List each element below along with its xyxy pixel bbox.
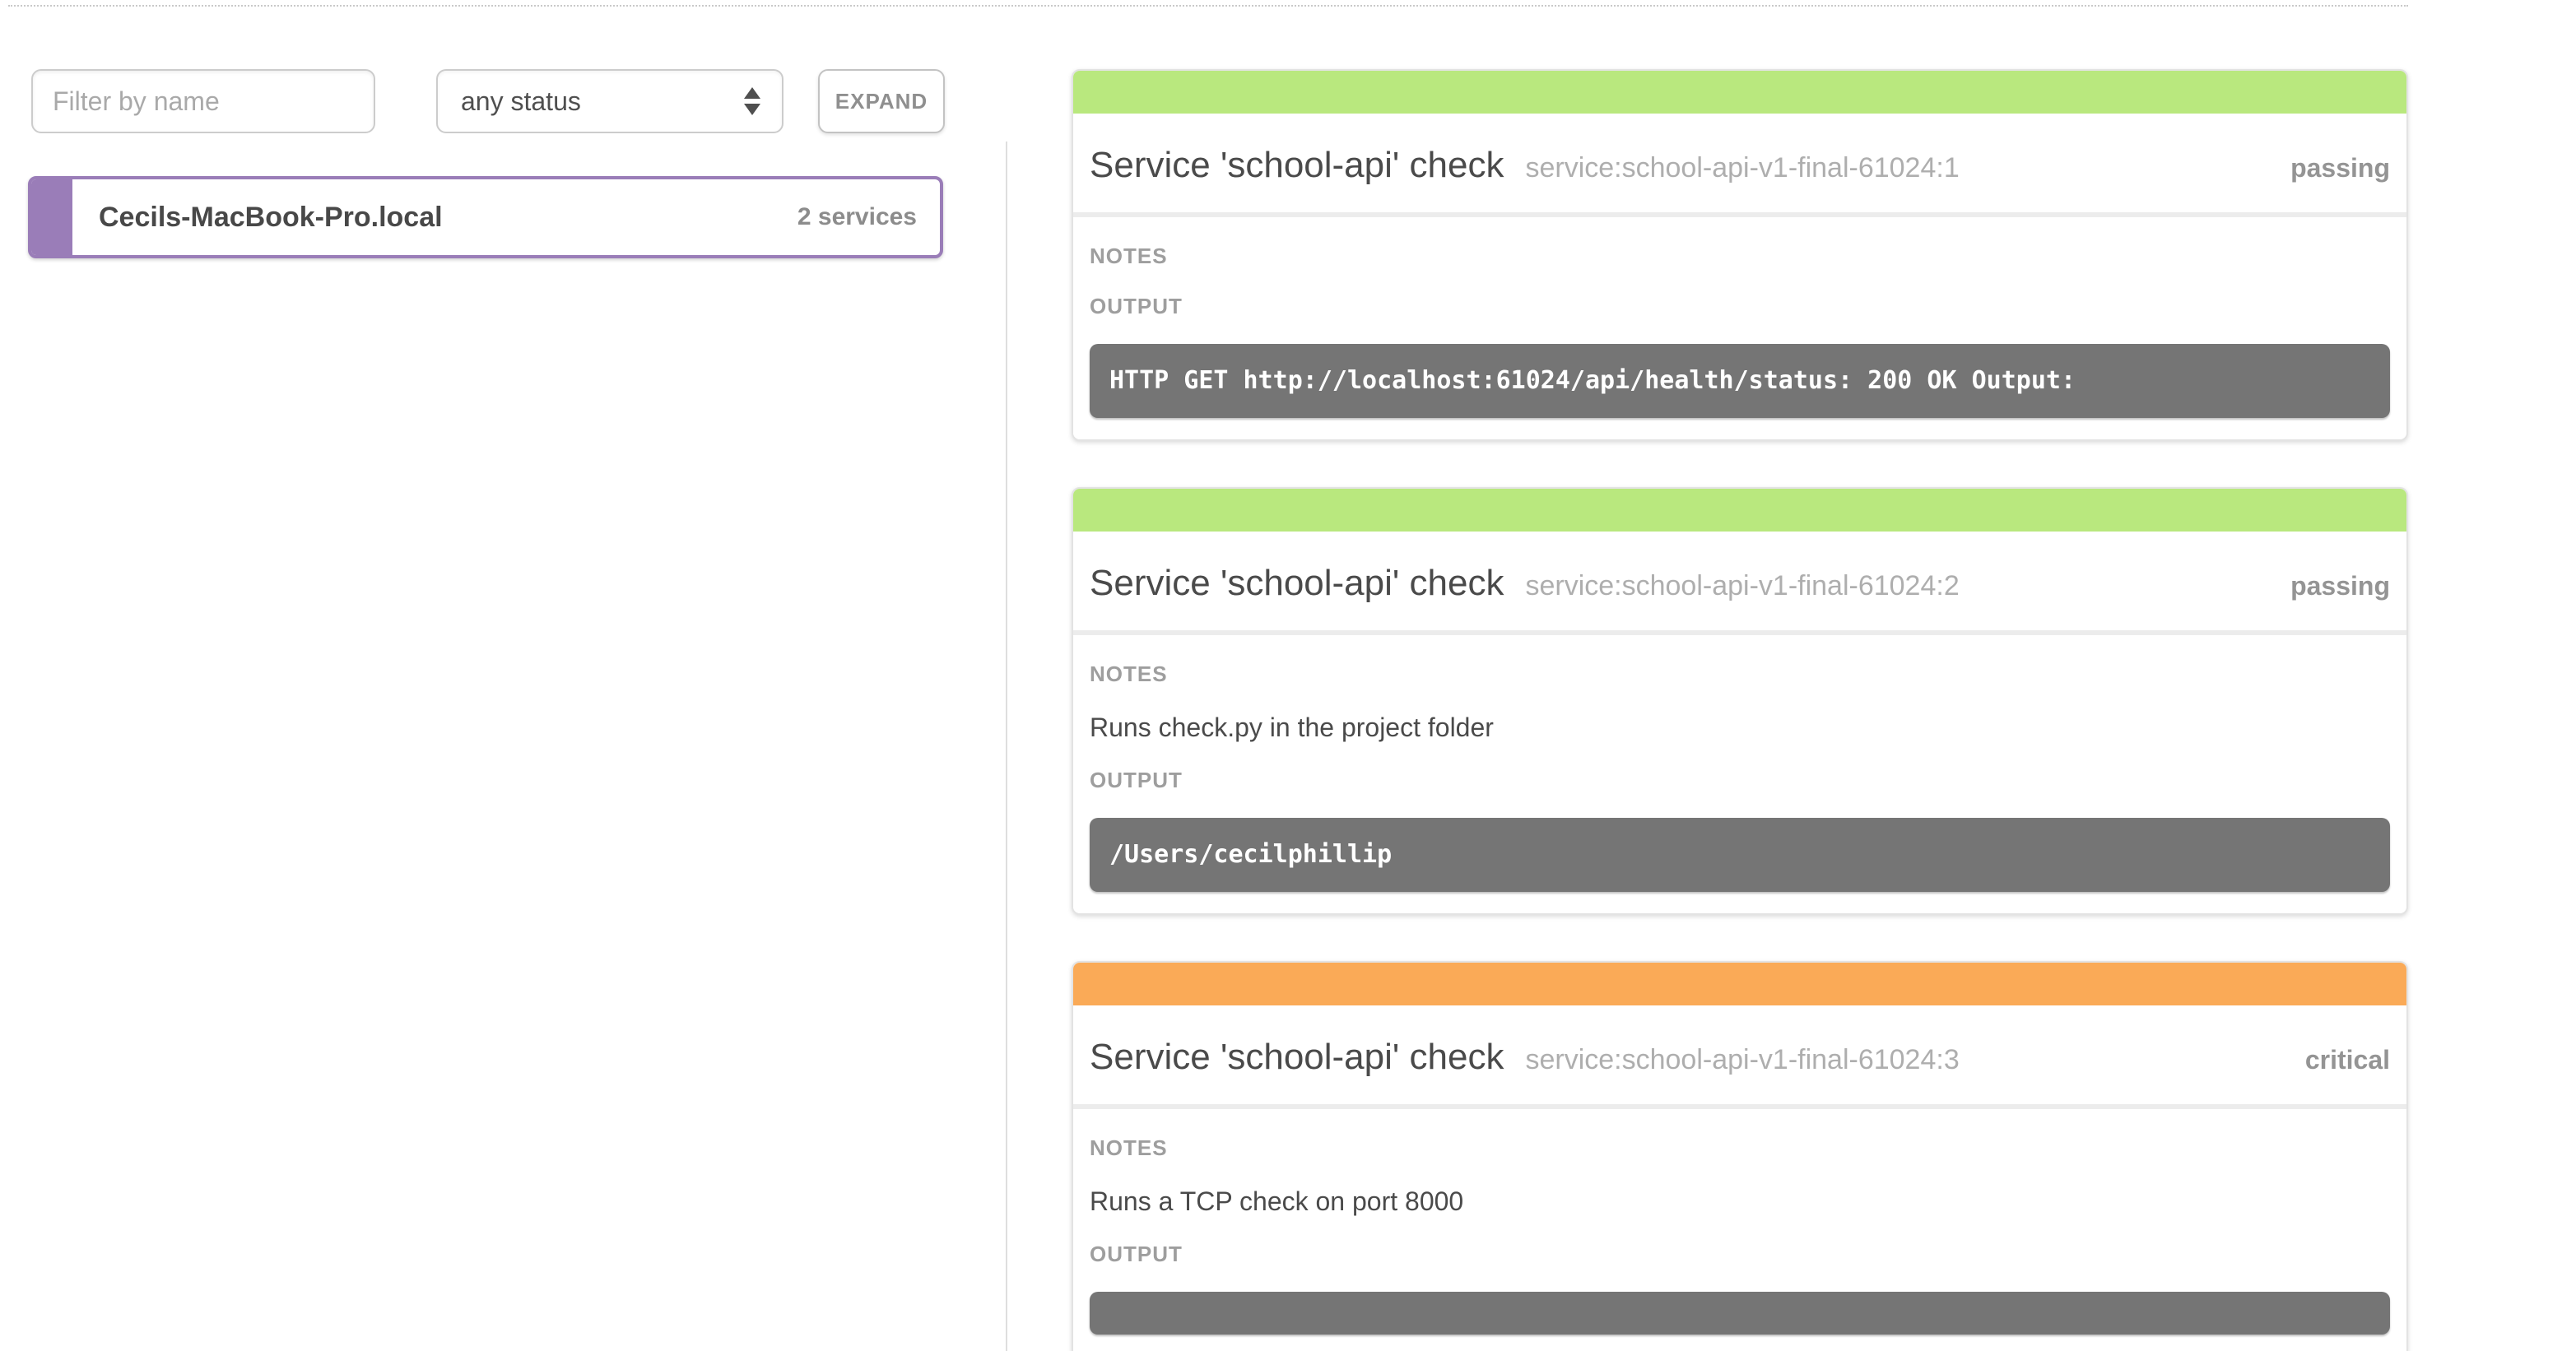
output-label: OUTPUT xyxy=(1090,294,1183,318)
checks-list: Service 'school-api' check service:schoo… xyxy=(1072,69,2408,1351)
check-status-text: passing xyxy=(2290,153,2390,183)
select-arrows-icon xyxy=(744,87,760,115)
notes-label: NOTES xyxy=(1090,244,1168,268)
check-notes: Runs check.py in the project folder xyxy=(1090,713,1494,742)
nodes-sidebar: any status EXPAND Cecils-MacBook-Pro.loc… xyxy=(0,0,1006,1351)
node-list-item[interactable]: Cecils-MacBook-Pro.local 2 services xyxy=(28,176,943,258)
page-top-border xyxy=(8,5,2408,7)
column-divider xyxy=(1006,142,1007,1351)
node-content: Cecils-MacBook-Pro.local 2 services xyxy=(72,202,940,234)
check-title: Service 'school-api' check xyxy=(1090,1037,1504,1077)
node-services-count: 2 services xyxy=(797,203,917,230)
status-filter-value: any status xyxy=(461,86,581,116)
check-status-bar xyxy=(1073,489,2406,532)
check-output-box: HTTP GET http://localhost:61024/api/heal… xyxy=(1090,344,2390,418)
output-label: OUTPUT xyxy=(1090,768,1183,792)
check-status-bar xyxy=(1073,71,2406,114)
check-title: Service 'school-api' check xyxy=(1090,563,1504,603)
output-label: OUTPUT xyxy=(1090,1242,1183,1266)
check-id: service:school-api-v1-final-61024:2 xyxy=(1525,570,1960,601)
check-header: Service 'school-api' check service:schoo… xyxy=(1073,1005,2406,1104)
check-body: NOTES Runs a TCP check on port 8000 OUTP… xyxy=(1073,1104,2406,1351)
notes-label: NOTES xyxy=(1090,662,1168,686)
node-name: Cecils-MacBook-Pro.local xyxy=(99,201,443,233)
check-header: Service 'school-api' check service:schoo… xyxy=(1073,114,2406,212)
check-output-text: /Users/cecilphillip xyxy=(1109,840,1393,869)
check-body: NOTES OUTPUT HTTP GET http://localhost:6… xyxy=(1073,212,2406,439)
check-title: Service 'school-api' check xyxy=(1090,145,1504,185)
node-status-strip xyxy=(31,179,72,255)
status-filter-select[interactable]: any status xyxy=(436,69,783,133)
check-status-text: critical xyxy=(2304,1045,2390,1075)
check-status-text: passing xyxy=(2290,571,2390,601)
check-output-text: HTTP GET http://localhost:61024/api/heal… xyxy=(1109,366,2076,395)
check-output-box xyxy=(1090,1292,2390,1335)
check-notes: Runs a TCP check on port 8000 xyxy=(1090,1186,1464,1216)
check-header: Service 'school-api' check service:schoo… xyxy=(1073,532,2406,630)
check-card: Service 'school-api' check service:schoo… xyxy=(1072,961,2408,1351)
filter-by-name-input[interactable] xyxy=(31,69,375,133)
check-card: Service 'school-api' check service:schoo… xyxy=(1072,69,2408,441)
check-output-box: /Users/cecilphillip xyxy=(1090,818,2390,892)
check-card: Service 'school-api' check service:schoo… xyxy=(1072,487,2408,915)
expand-button[interactable]: EXPAND xyxy=(818,69,945,133)
check-body: NOTES Runs check.py in the project folde… xyxy=(1073,630,2406,913)
check-id: service:school-api-v1-final-61024:3 xyxy=(1525,1044,1960,1075)
notes-label: NOTES xyxy=(1090,1135,1168,1160)
check-status-bar xyxy=(1073,963,2406,1005)
check-id: service:school-api-v1-final-61024:1 xyxy=(1525,152,1960,183)
